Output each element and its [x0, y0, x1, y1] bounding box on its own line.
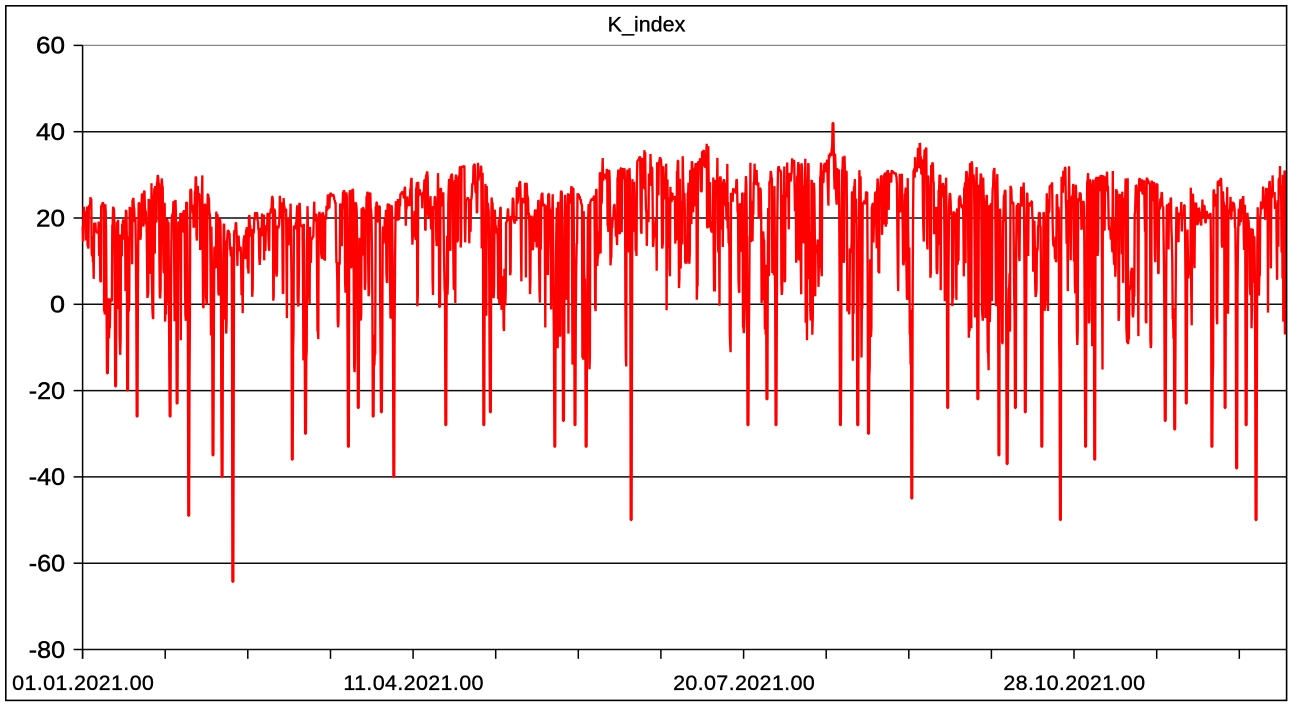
svg-text:11.04.2021.00: 11.04.2021.00	[343, 671, 483, 695]
svg-text:60: 60	[36, 33, 65, 60]
svg-text:20.07.2021.00: 20.07.2021.00	[673, 671, 815, 695]
svg-text:-60: -60	[29, 551, 65, 578]
svg-text:K_index: K_index	[608, 13, 686, 37]
svg-text:-80: -80	[29, 637, 65, 664]
svg-text:28.10.2021.00: 28.10.2021.00	[1003, 671, 1145, 695]
svg-text:40: 40	[36, 119, 65, 146]
svg-text:20: 20	[36, 205, 65, 232]
svg-text:-40: -40	[29, 464, 65, 491]
svg-text:01.01.2021.00: 01.01.2021.00	[12, 671, 154, 695]
svg-text:0: 0	[50, 292, 65, 319]
svg-text:-20: -20	[29, 378, 65, 405]
